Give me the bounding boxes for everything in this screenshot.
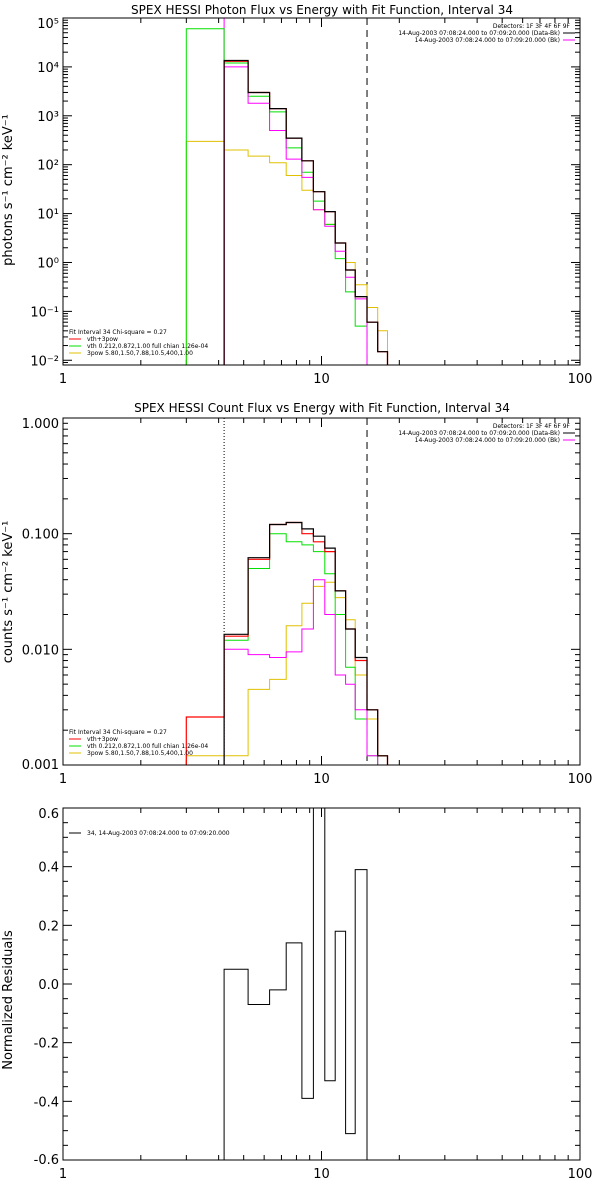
y-tick-label: 0.4: [38, 861, 59, 876]
x-tick-label: 10: [313, 1167, 330, 1182]
powerlaw-series: [185, 140, 388, 365]
photon-flux-plot-frame: [62, 17, 581, 366]
y-tick-label: 0.6: [38, 807, 59, 822]
count-flux-panel: SPEX HESSI Count Flux vs Energy with Fit…: [1, 401, 592, 787]
x-tick-label: 10: [313, 372, 330, 387]
residuals-plot-frame: [62, 807, 581, 1161]
count-flux-ylabel: counts s⁻¹ cm⁻² keV⁻¹: [1, 521, 16, 664]
x-tick-label: 100: [568, 372, 593, 387]
y-tick-label: 0.0: [38, 978, 59, 993]
y-tick-label: 0.010: [22, 643, 59, 658]
x-tick-label: 1: [59, 1167, 67, 1182]
legend-entry: vth 0.212,0.872,1.00 full chian 1.26e-04: [87, 743, 208, 750]
legend-entry: vth+3pow: [87, 736, 118, 743]
legend-entry: 34, 14-Aug-2003 07:08:24.000 to 07:09:20…: [87, 830, 230, 837]
count-flux-title: SPEX HESSI Count Flux vs Energy with Fit…: [134, 401, 510, 415]
y-tick-label: 0.2: [38, 919, 59, 934]
y-tick-label: 10¹: [37, 208, 59, 223]
photon-flux-ylabel: photons s⁻¹ cm⁻² keV⁻¹: [1, 114, 16, 266]
y-tick-label: -0.4: [34, 1095, 59, 1110]
total-fit-series: [185, 521, 389, 765]
legend-header: Fit Interval 34 Chi-square = 0.27: [69, 729, 167, 736]
legend-entry: 3pow 5.80,1.50,7.88,10.5,400,1.00: [87, 750, 193, 757]
thermal-series: [223, 533, 379, 765]
x-tick-label: 10: [313, 772, 330, 787]
x-tick-label: 100: [568, 772, 593, 787]
x-tick-label: 1: [59, 772, 67, 787]
total-fit-series: [223, 60, 389, 365]
count-flux-plot-frame: [62, 417, 581, 766]
y-tick-label: 0.001: [22, 758, 59, 773]
residuals-ylabel: Normalized Residuals: [1, 930, 16, 1070]
y-tick-label: 10²: [37, 159, 59, 174]
powerlaw-series: [185, 581, 388, 765]
legend-entry: 14-Aug-2003 07:08:24.000 to 07:09:20.000…: [415, 437, 560, 444]
y-tick-label: 10⁴: [37, 61, 59, 76]
residual-series: [223, 807, 368, 1160]
legend-entry: vth+3pow: [87, 336, 118, 343]
legend-entry: 3pow 5.80,1.50,7.88,10.5,400,1.00: [87, 350, 193, 357]
y-tick-label: 10⁰: [37, 256, 59, 271]
y-tick-label: -0.6: [34, 1153, 59, 1168]
y-tick-label: 10³: [37, 110, 59, 125]
x-tick-label: 100: [568, 1167, 593, 1182]
y-tick-label: 1.000: [22, 417, 59, 432]
x-tick-label: 1: [59, 372, 67, 387]
data-series: [223, 59, 389, 365]
y-tick-label: -0.2: [34, 1037, 59, 1052]
y-tick-label: 0.100: [22, 528, 59, 543]
background-series: [223, 579, 379, 765]
photon-flux-title: SPEX HESSI Photon Flux vs Energy with Fi…: [131, 3, 513, 17]
thermal-series: [185, 28, 368, 365]
y-tick-label: 10⁵: [37, 17, 59, 32]
y-tick-label: 10⁻²: [30, 354, 59, 369]
legend-header: Detectors: 1F 3F 4F 6F 9F: [493, 23, 571, 30]
background-series: [223, 66, 368, 365]
legend-header: Fit Interval 34 Chi-square = 0.27: [69, 329, 167, 336]
legend-entry: vth 0.212,0.872,1.00 full chian 1.26e-04: [87, 343, 208, 350]
residuals-panel: Normalized Residuals 1 10 100 -0.6 -0.4 -0.2 0…: [1, 807, 592, 1182]
legend-entry: 14-Aug-2003 07:08:24.000 to 07:09:20.000…: [398, 430, 560, 437]
y-tick-label: 10⁻¹: [30, 305, 59, 320]
legend-entry: 14-Aug-2003 07:08:24.000 to 07:09:20.000…: [398, 30, 560, 37]
data-series: [223, 521, 389, 765]
legend-entry: 14-Aug-2003 07:08:24.000 to 07:09:20.000…: [415, 37, 560, 44]
photon-flux-panel: SPEX HESSI Photon Flux vs Energy with Fi…: [1, 3, 592, 387]
legend-header: Detectors: 1F 3F 4F 6F 9F: [493, 423, 571, 430]
